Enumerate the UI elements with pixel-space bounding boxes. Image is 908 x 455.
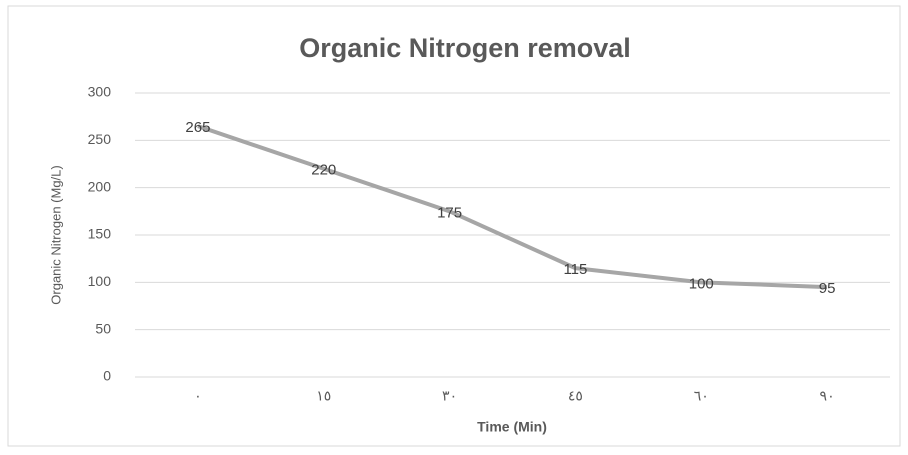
data-label: 175	[437, 204, 462, 221]
x-tick-label: ١٥	[316, 388, 331, 404]
chart-border	[7, 5, 901, 447]
data-line	[197, 124, 828, 290]
data-label: 100	[689, 275, 714, 292]
y-tick-label: 150	[88, 226, 112, 242]
chart-title: Organic Nitrogen removal	[299, 33, 631, 63]
x-tick-label: ٠	[194, 388, 202, 404]
y-tick-label: 250	[88, 131, 112, 147]
data-label: 95	[819, 280, 836, 297]
x-tick-label: ٩٠	[820, 388, 835, 404]
y-tick-label: 300	[88, 84, 112, 100]
x-axis-label: Time (Min)	[477, 419, 547, 435]
x-tick-label: ٦٠	[694, 388, 709, 404]
data-label: 265	[185, 119, 210, 136]
x-tick-label: ٣٠	[442, 388, 457, 404]
x-tick-label: ٤٥	[568, 388, 583, 404]
data-label: 115	[563, 261, 587, 278]
y-tick-label: 200	[88, 178, 112, 194]
y-tick-label: 0	[103, 368, 111, 384]
data-label: 220	[311, 162, 336, 179]
y-tick-label: 100	[88, 273, 112, 289]
y-tick-label: 50	[95, 320, 111, 336]
y-axis-label: Organic Nitrogen (Mg/L)	[48, 165, 63, 304]
